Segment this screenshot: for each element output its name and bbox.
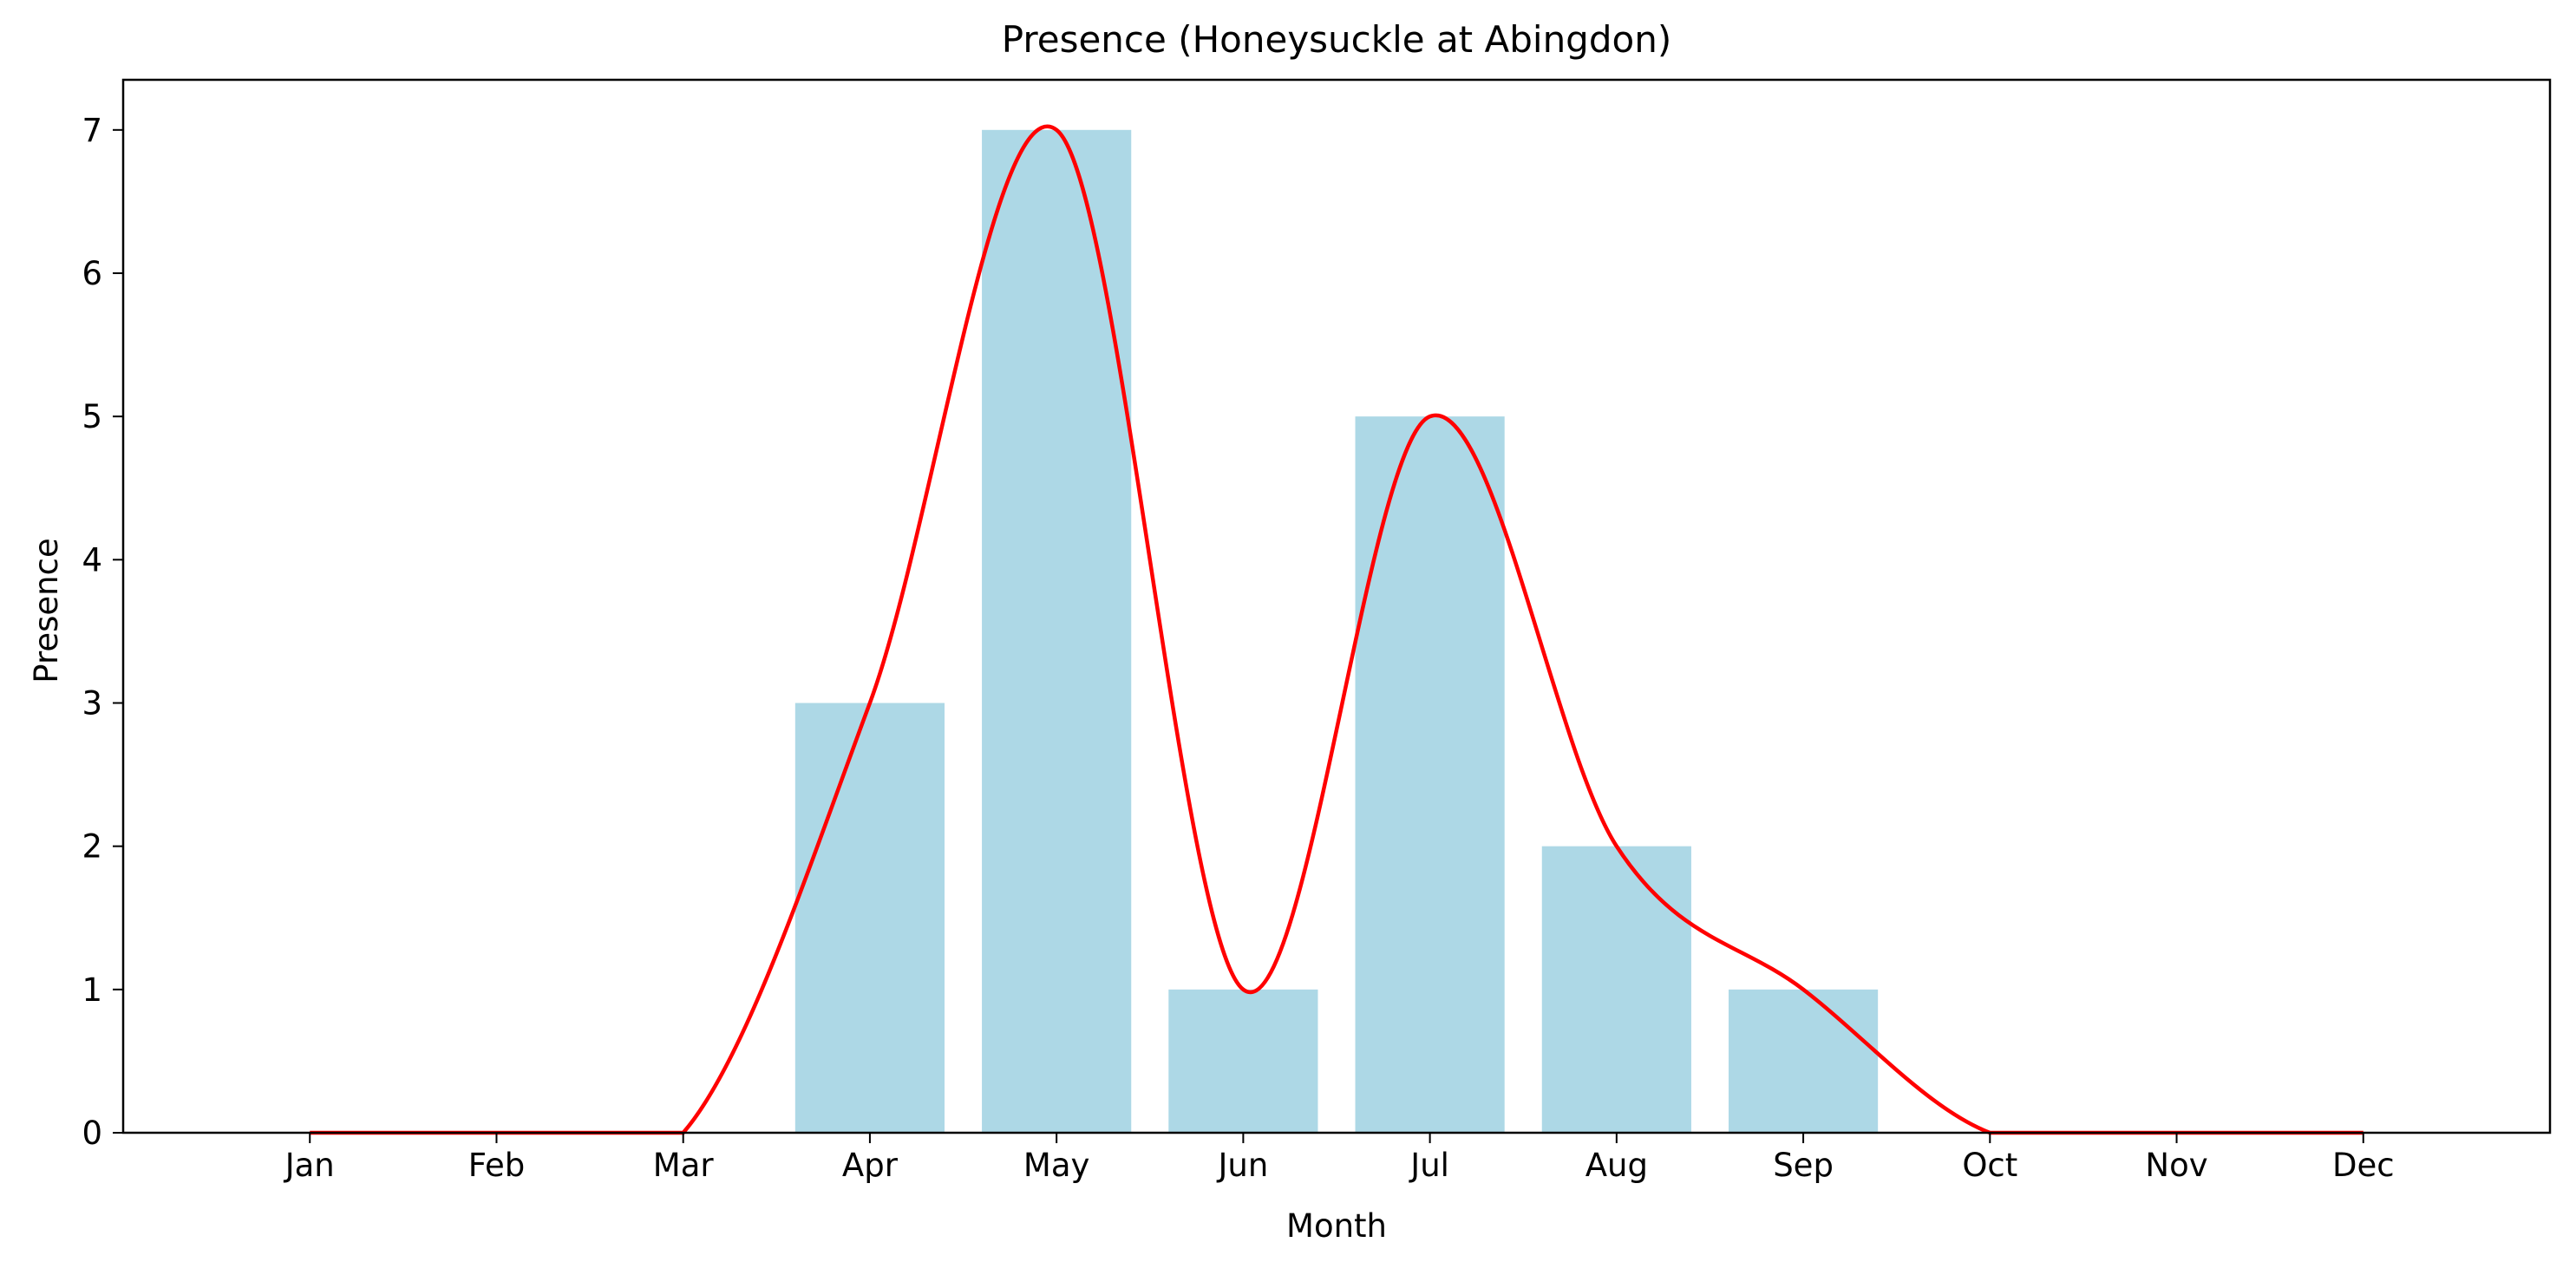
x-tick-label-jun: Jun (1216, 1147, 1268, 1184)
x-tick-label-aug: Aug (1585, 1147, 1648, 1184)
y-tick-label-2: 2 (82, 828, 102, 866)
y-tick-label-0: 0 (82, 1115, 102, 1152)
x-tick-label-mar: Mar (653, 1147, 715, 1184)
bar-apr (795, 703, 945, 1133)
bar-jul (1356, 416, 1505, 1133)
bar-aug (1542, 847, 1691, 1133)
chart-title: Presence (Honeysuckle at Abingdon) (1002, 18, 1671, 61)
y-tick-label-4: 4 (82, 541, 102, 579)
x-tick-label-sep: Sep (1773, 1147, 1834, 1184)
x-tick-label-feb: Feb (468, 1147, 526, 1184)
y-tick-label-5: 5 (82, 398, 102, 435)
y-tick-label-1: 1 (82, 971, 102, 1009)
x-tick-label-apr: Apr (842, 1147, 899, 1184)
bar-sep (1729, 990, 1878, 1133)
x-tick-label-jan: Jan (284, 1147, 335, 1184)
y-tick-label-3: 3 (82, 684, 102, 722)
bar-jun (1168, 990, 1317, 1133)
bar-may (982, 130, 1131, 1133)
x-tick-label-may: May (1023, 1147, 1090, 1184)
x-tick-label-jul: Jul (1409, 1147, 1449, 1184)
y-tick-label-7: 7 (82, 112, 102, 149)
x-tick-label-dec: Dec (2332, 1147, 2395, 1184)
x-tick-label-nov: Nov (2145, 1147, 2207, 1184)
x-tick-label-oct: Oct (1962, 1147, 2017, 1184)
y-tick-label-6: 6 (82, 255, 102, 292)
x-axis-label: Month (1286, 1207, 1387, 1245)
y-axis-label: Presence (28, 538, 65, 683)
